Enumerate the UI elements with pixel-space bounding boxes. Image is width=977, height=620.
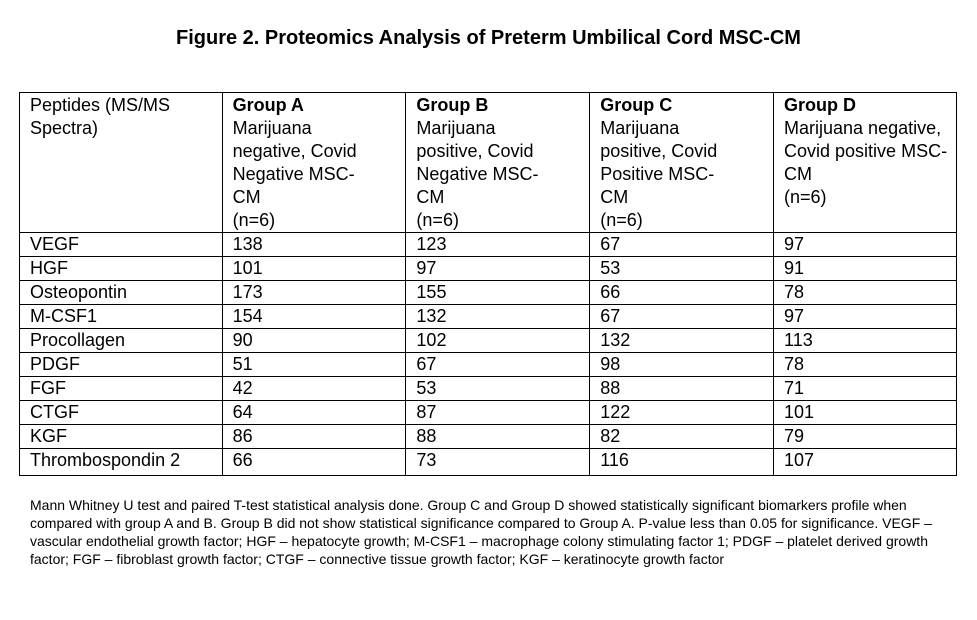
value-group-b: 155 <box>405 280 591 305</box>
value-group-b: 87 <box>405 400 591 425</box>
table-row: Thrombospondin 2 66 73 116 107 <box>19 448 957 476</box>
value-group-a: 138 <box>221 232 407 257</box>
row-label: Procollagen <box>19 328 223 353</box>
value-group-c: 132 <box>589 328 775 353</box>
table-row: FGF 42 53 88 71 <box>19 376 957 401</box>
value-group-d: 107 <box>773 448 957 476</box>
row-label: Thrombospondin 2 <box>19 448 223 476</box>
value-group-b: 88 <box>405 424 591 449</box>
group-a-n: (n=6) <box>232 210 276 230</box>
value-group-b: 67 <box>405 352 591 377</box>
group-c-name: Group C <box>600 95 673 115</box>
group-c-desc: Marijuana positive, Covid Positive MSC-C… <box>600 118 718 207</box>
value-group-d: 101 <box>773 400 957 425</box>
proteomics-table: Peptides (MS/MS Spectra) Group A Marijua… <box>19 92 957 476</box>
row-label: PDGF <box>19 352 223 377</box>
value-group-c: 116 <box>589 448 775 476</box>
group-d-name: Group D <box>784 95 857 115</box>
table-row: KGF 86 88 82 79 <box>19 424 957 449</box>
figure-title: Figure 2. Proteomics Analysis of Preterm… <box>176 27 801 49</box>
row-label: KGF <box>19 424 223 449</box>
table-row: HGF 101 97 53 91 <box>19 256 957 281</box>
value-group-d: 78 <box>773 352 957 377</box>
value-group-a: 51 <box>221 352 407 377</box>
group-c-n: (n=6) <box>600 210 643 230</box>
value-group-a: 86 <box>221 424 407 449</box>
header-group-a: Group A Marijuana negative, Covid Negati… <box>221 92 407 233</box>
value-group-b: 97 <box>405 256 591 281</box>
table-row: Procollagen 90 102 132 113 <box>19 328 957 353</box>
row-label: CTGF <box>19 400 223 425</box>
value-group-d: 78 <box>773 280 957 305</box>
value-group-a: 90 <box>221 328 407 353</box>
table-header-row: Peptides (MS/MS Spectra) Group A Marijua… <box>19 92 957 233</box>
value-group-a: 154 <box>221 304 407 329</box>
row-label: M-CSF1 <box>19 304 223 329</box>
value-group-c: 53 <box>589 256 775 281</box>
value-group-c: 67 <box>589 232 775 257</box>
value-group-a: 101 <box>221 256 407 281</box>
table-row: Osteopontin 173 155 66 78 <box>19 280 957 305</box>
table-footnote: Mann Whitney U test and paired T-test st… <box>30 497 932 567</box>
group-b-n: (n=6) <box>416 210 459 230</box>
value-group-c: 122 <box>589 400 775 425</box>
group-a-desc: Marijuana negative, Covid Negative MSC-C… <box>232 118 357 207</box>
value-group-d: 79 <box>773 424 957 449</box>
table-row: M-CSF1 154 132 67 97 <box>19 304 957 329</box>
table-row: CTGF 64 87 122 101 <box>19 400 957 425</box>
table-row: VEGF 138 123 67 97 <box>19 232 957 257</box>
value-group-c: 88 <box>589 376 775 401</box>
header-group-d: Group D Marijuana negative, Covid positi… <box>773 92 957 233</box>
value-group-b: 123 <box>405 232 591 257</box>
value-group-a: 64 <box>221 400 407 425</box>
value-group-a: 173 <box>221 280 407 305</box>
row-label: VEGF <box>19 232 223 257</box>
group-d-n: (n=6) <box>784 187 827 207</box>
value-group-a: 42 <box>221 376 407 401</box>
value-group-d: 71 <box>773 376 957 401</box>
value-group-d: 97 <box>773 232 957 257</box>
value-group-d: 97 <box>773 304 957 329</box>
group-d-desc: Marijuana negative, Covid positive MSC-C… <box>784 118 948 184</box>
value-group-c: 66 <box>589 280 775 305</box>
value-group-b: 73 <box>405 448 591 476</box>
row-label: FGF <box>19 376 223 401</box>
row-label: HGF <box>19 256 223 281</box>
table-row: PDGF 51 67 98 78 <box>19 352 957 377</box>
value-group-c: 67 <box>589 304 775 329</box>
value-group-a: 66 <box>221 448 407 476</box>
header-group-c: Group C Marijuana positive, Covid Positi… <box>589 92 775 233</box>
value-group-d: 91 <box>773 256 957 281</box>
row-label: Osteopontin <box>19 280 223 305</box>
group-b-name: Group B <box>416 95 489 115</box>
value-group-c: 82 <box>589 424 775 449</box>
value-group-b: 53 <box>405 376 591 401</box>
header-group-b: Group B Marijuana positive, Covid Negati… <box>405 92 591 233</box>
value-group-d: 113 <box>773 328 957 353</box>
group-a-name: Group A <box>232 95 304 115</box>
value-group-b: 102 <box>405 328 591 353</box>
group-b-desc: Marijuana positive, Covid Negative MSC-C… <box>416 118 539 207</box>
value-group-c: 98 <box>589 352 775 377</box>
value-group-b: 132 <box>405 304 591 329</box>
header-peptides: Peptides (MS/MS Spectra) <box>19 92 223 233</box>
